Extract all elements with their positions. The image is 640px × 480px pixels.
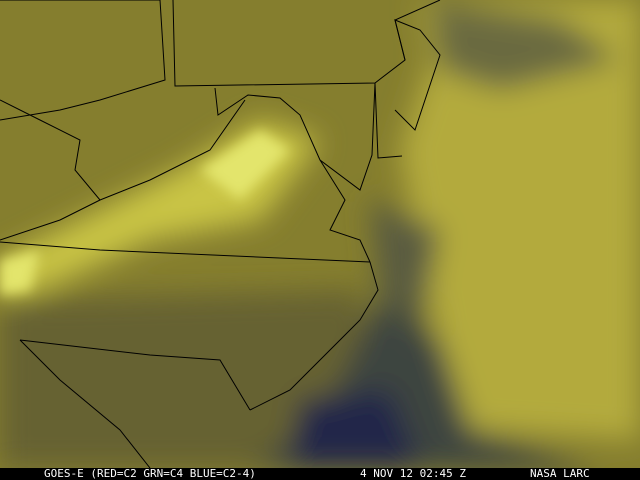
ocean-clouds-yellow [400,0,640,440]
border-virginia-coast [319,159,371,263]
coastal-gray-band [370,200,440,330]
border-maryland [214,82,376,191]
satellite-map [0,0,640,468]
satellite-channel-label: GOES-E (RED=C2 GRN=C4 BLUE=C2-4) [44,467,256,480]
credit-label: NASA LARC [530,467,590,480]
northeast-gray-band [430,0,620,90]
border-delaware [374,82,403,159]
border-ohio [0,0,166,121]
border-new-jersey [394,19,441,131]
state-borders [0,0,441,468]
border-nc-coast [249,261,379,411]
southern-land [0,290,380,468]
border-sc-ga [19,339,151,468]
timestamp-label: 4 NOV 12 02:45 Z [360,467,466,480]
deep-ocean [290,390,420,468]
brightest-clouds [0,130,290,295]
border-west-virginia [0,99,246,201]
border-nc-sc [19,339,251,411]
cloud-layers [0,0,640,468]
border-pennsylvania [172,0,441,87]
border-kentucky [0,199,101,241]
image-caption-bar: GOES-E (RED=C2 GRN=C4 BLUE=C2-4) 4 NOV 1… [0,468,640,480]
border-virginia-nc [0,241,371,263]
